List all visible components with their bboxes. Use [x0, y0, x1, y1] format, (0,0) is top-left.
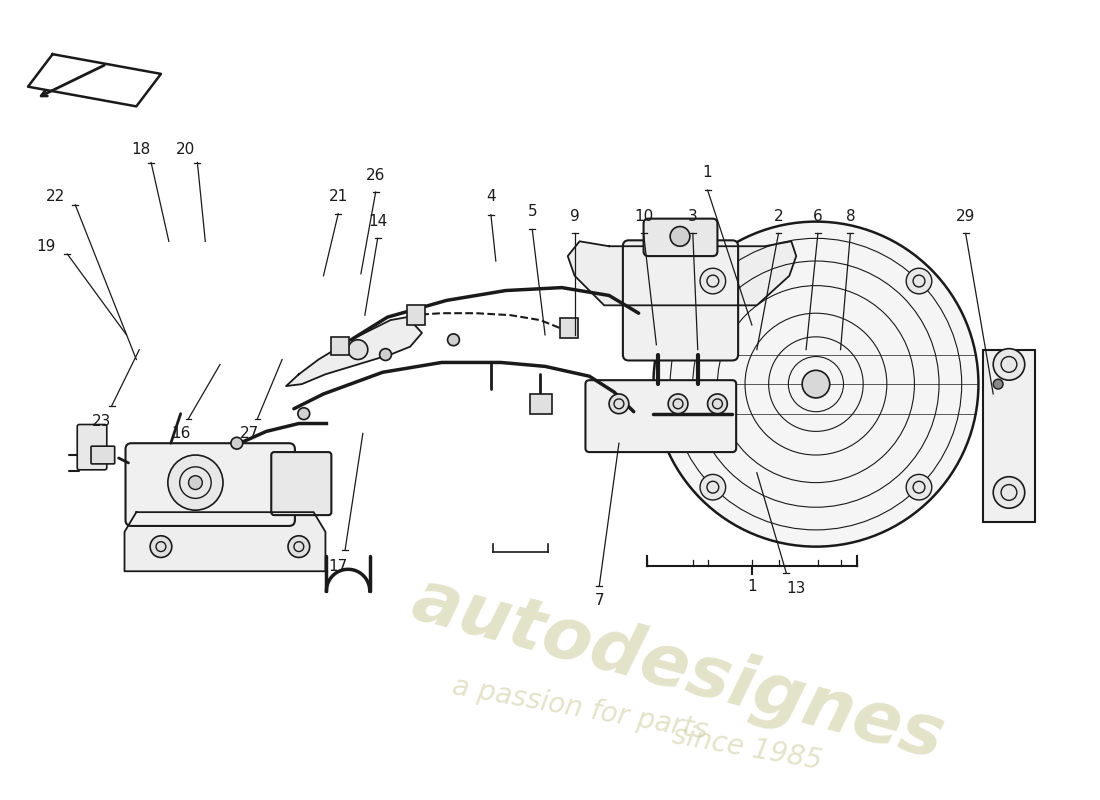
Bar	[407, 306, 425, 325]
Text: autodesignes: autodesignes	[405, 566, 952, 774]
Polygon shape	[28, 54, 161, 106]
FancyBboxPatch shape	[272, 452, 331, 515]
Circle shape	[379, 349, 392, 361]
Bar	[530, 394, 552, 414]
Text: 13: 13	[786, 582, 806, 597]
FancyBboxPatch shape	[125, 443, 295, 526]
Text: 2: 2	[773, 209, 783, 224]
Text: 18: 18	[132, 142, 151, 158]
Text: 1: 1	[747, 578, 757, 594]
Circle shape	[670, 226, 690, 246]
Text: 6: 6	[813, 209, 823, 224]
Text: 14: 14	[368, 214, 387, 229]
Polygon shape	[124, 512, 326, 571]
Text: 19: 19	[36, 238, 55, 254]
Circle shape	[993, 477, 1025, 508]
Circle shape	[150, 536, 172, 558]
FancyBboxPatch shape	[644, 218, 717, 256]
Text: 1: 1	[703, 165, 713, 180]
Circle shape	[288, 536, 310, 558]
Text: 21: 21	[329, 190, 348, 205]
Circle shape	[906, 474, 932, 500]
Text: 27: 27	[240, 426, 260, 441]
Text: 9: 9	[570, 209, 580, 224]
Text: 5: 5	[528, 204, 537, 219]
FancyBboxPatch shape	[585, 380, 736, 452]
Text: 29: 29	[956, 209, 976, 224]
Circle shape	[188, 476, 202, 490]
Text: 20: 20	[176, 142, 195, 158]
Circle shape	[668, 394, 688, 414]
FancyBboxPatch shape	[77, 425, 107, 470]
Circle shape	[448, 334, 460, 346]
Circle shape	[653, 222, 978, 546]
Text: 17: 17	[329, 559, 348, 574]
Circle shape	[700, 474, 726, 500]
Circle shape	[700, 268, 726, 294]
Text: 10: 10	[634, 209, 653, 224]
Text: 23: 23	[92, 414, 111, 429]
Circle shape	[707, 394, 727, 414]
Bar	[331, 337, 349, 354]
Text: 8: 8	[846, 209, 855, 224]
Circle shape	[802, 370, 829, 398]
FancyBboxPatch shape	[91, 446, 114, 464]
Bar	[560, 318, 578, 338]
FancyBboxPatch shape	[623, 240, 738, 361]
Circle shape	[609, 394, 629, 414]
Text: 7: 7	[594, 594, 604, 608]
Circle shape	[298, 408, 310, 419]
Text: 26: 26	[366, 168, 385, 183]
Circle shape	[906, 268, 932, 294]
Circle shape	[168, 455, 223, 510]
Polygon shape	[568, 242, 796, 306]
Text: 3: 3	[688, 209, 697, 224]
Circle shape	[993, 379, 1003, 389]
Bar	[983, 350, 1035, 522]
Polygon shape	[286, 317, 422, 386]
Text: 22: 22	[46, 190, 65, 205]
Text: 4: 4	[486, 190, 496, 205]
Circle shape	[348, 340, 367, 359]
Circle shape	[993, 349, 1025, 380]
Circle shape	[231, 438, 243, 449]
Text: 16: 16	[170, 426, 190, 441]
Text: a passion for parts: a passion for parts	[450, 673, 710, 746]
Text: since 1985: since 1985	[670, 722, 824, 775]
